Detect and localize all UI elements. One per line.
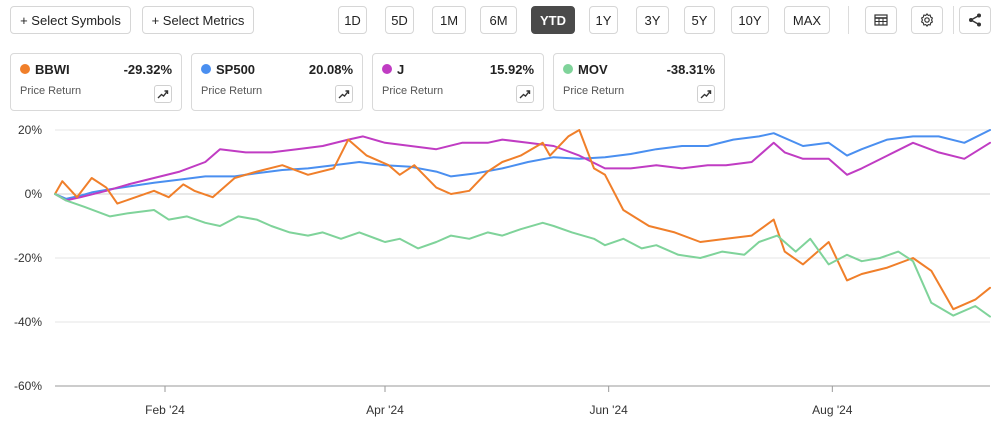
- toolbar-separator-2: [953, 6, 954, 34]
- range-button-max[interactable]: MAX: [784, 6, 830, 34]
- series-line-mov: [54, 193, 991, 318]
- symbol-name: SP500: [216, 62, 256, 77]
- series-line-sp500: [54, 129, 991, 200]
- return-value: -38.31%: [666, 62, 715, 77]
- share-icon[interactable]: [959, 6, 991, 34]
- y-tick-label: 0%: [25, 187, 43, 201]
- series-line-bbwi: [54, 129, 991, 311]
- symbol-card-mov[interactable]: MOV -38.31% Price Return: [553, 53, 725, 111]
- symbol-card-bbwi[interactable]: BBWI -29.32% Price Return: [10, 53, 182, 111]
- trend-icon[interactable]: [697, 85, 715, 103]
- x-tick-label: Jun '24: [590, 403, 629, 417]
- price-return-chart[interactable]: 20% 0% -20% -40% -60% Feb '24 Apr '24 Jun '24 Au…: [0, 120, 1000, 439]
- trend-icon[interactable]: [335, 85, 353, 103]
- x-tick-label: Feb '24: [145, 403, 185, 417]
- symbol-name: MOV: [578, 62, 608, 77]
- range-button-1m[interactable]: 1M: [432, 6, 466, 34]
- range-button-1d[interactable]: 1D: [338, 6, 367, 34]
- symbol-name: J: [397, 62, 405, 77]
- return-value: 15.92%: [489, 62, 534, 77]
- range-button-3y[interactable]: 3Y: [636, 6, 669, 34]
- range-button-5d[interactable]: 5D: [385, 6, 414, 34]
- y-tick-label: -60%: [14, 379, 42, 393]
- toolbar-separator: [848, 6, 849, 34]
- select-metrics-button[interactable]: + Select Metrics: [142, 6, 254, 34]
- range-button-10y[interactable]: 10Y: [731, 6, 769, 34]
- select-symbols-button[interactable]: + Select Symbols: [10, 6, 131, 34]
- y-tick-label: -40%: [14, 315, 42, 329]
- x-tick-label: Apr '24: [366, 403, 404, 417]
- table-icon[interactable]: [865, 6, 897, 34]
- gear-icon[interactable]: [911, 6, 943, 34]
- metric-label: Price Return: [382, 85, 444, 97]
- trend-icon[interactable]: [516, 85, 534, 103]
- symbol-card-sp500[interactable]: SP500 20.08% Price Return: [191, 53, 363, 111]
- y-tick-label: -20%: [14, 251, 42, 265]
- range-button-1y[interactable]: 1Y: [589, 6, 618, 34]
- trend-icon[interactable]: [154, 85, 172, 103]
- series-line-j: [54, 135, 991, 202]
- x-tick-label: Aug '24: [812, 403, 853, 417]
- y-tick-label: 20%: [18, 123, 42, 137]
- metric-label: Price Return: [201, 85, 263, 97]
- range-button-6m[interactable]: 6M: [480, 6, 517, 34]
- range-button-5y[interactable]: 5Y: [684, 6, 715, 34]
- return-value: 20.08%: [308, 62, 353, 77]
- series-color-dot: [563, 64, 573, 74]
- range-button-ytd[interactable]: YTD: [531, 6, 575, 34]
- series-color-dot: [20, 64, 30, 74]
- metric-label: Price Return: [20, 85, 82, 97]
- symbol-card-j[interactable]: J 15.92% Price Return: [372, 53, 544, 111]
- metric-label: Price Return: [563, 85, 625, 97]
- series-color-dot: [201, 64, 211, 74]
- series-color-dot: [382, 64, 392, 74]
- symbol-name: BBWI: [35, 62, 70, 77]
- return-value: -29.32%: [123, 62, 172, 77]
